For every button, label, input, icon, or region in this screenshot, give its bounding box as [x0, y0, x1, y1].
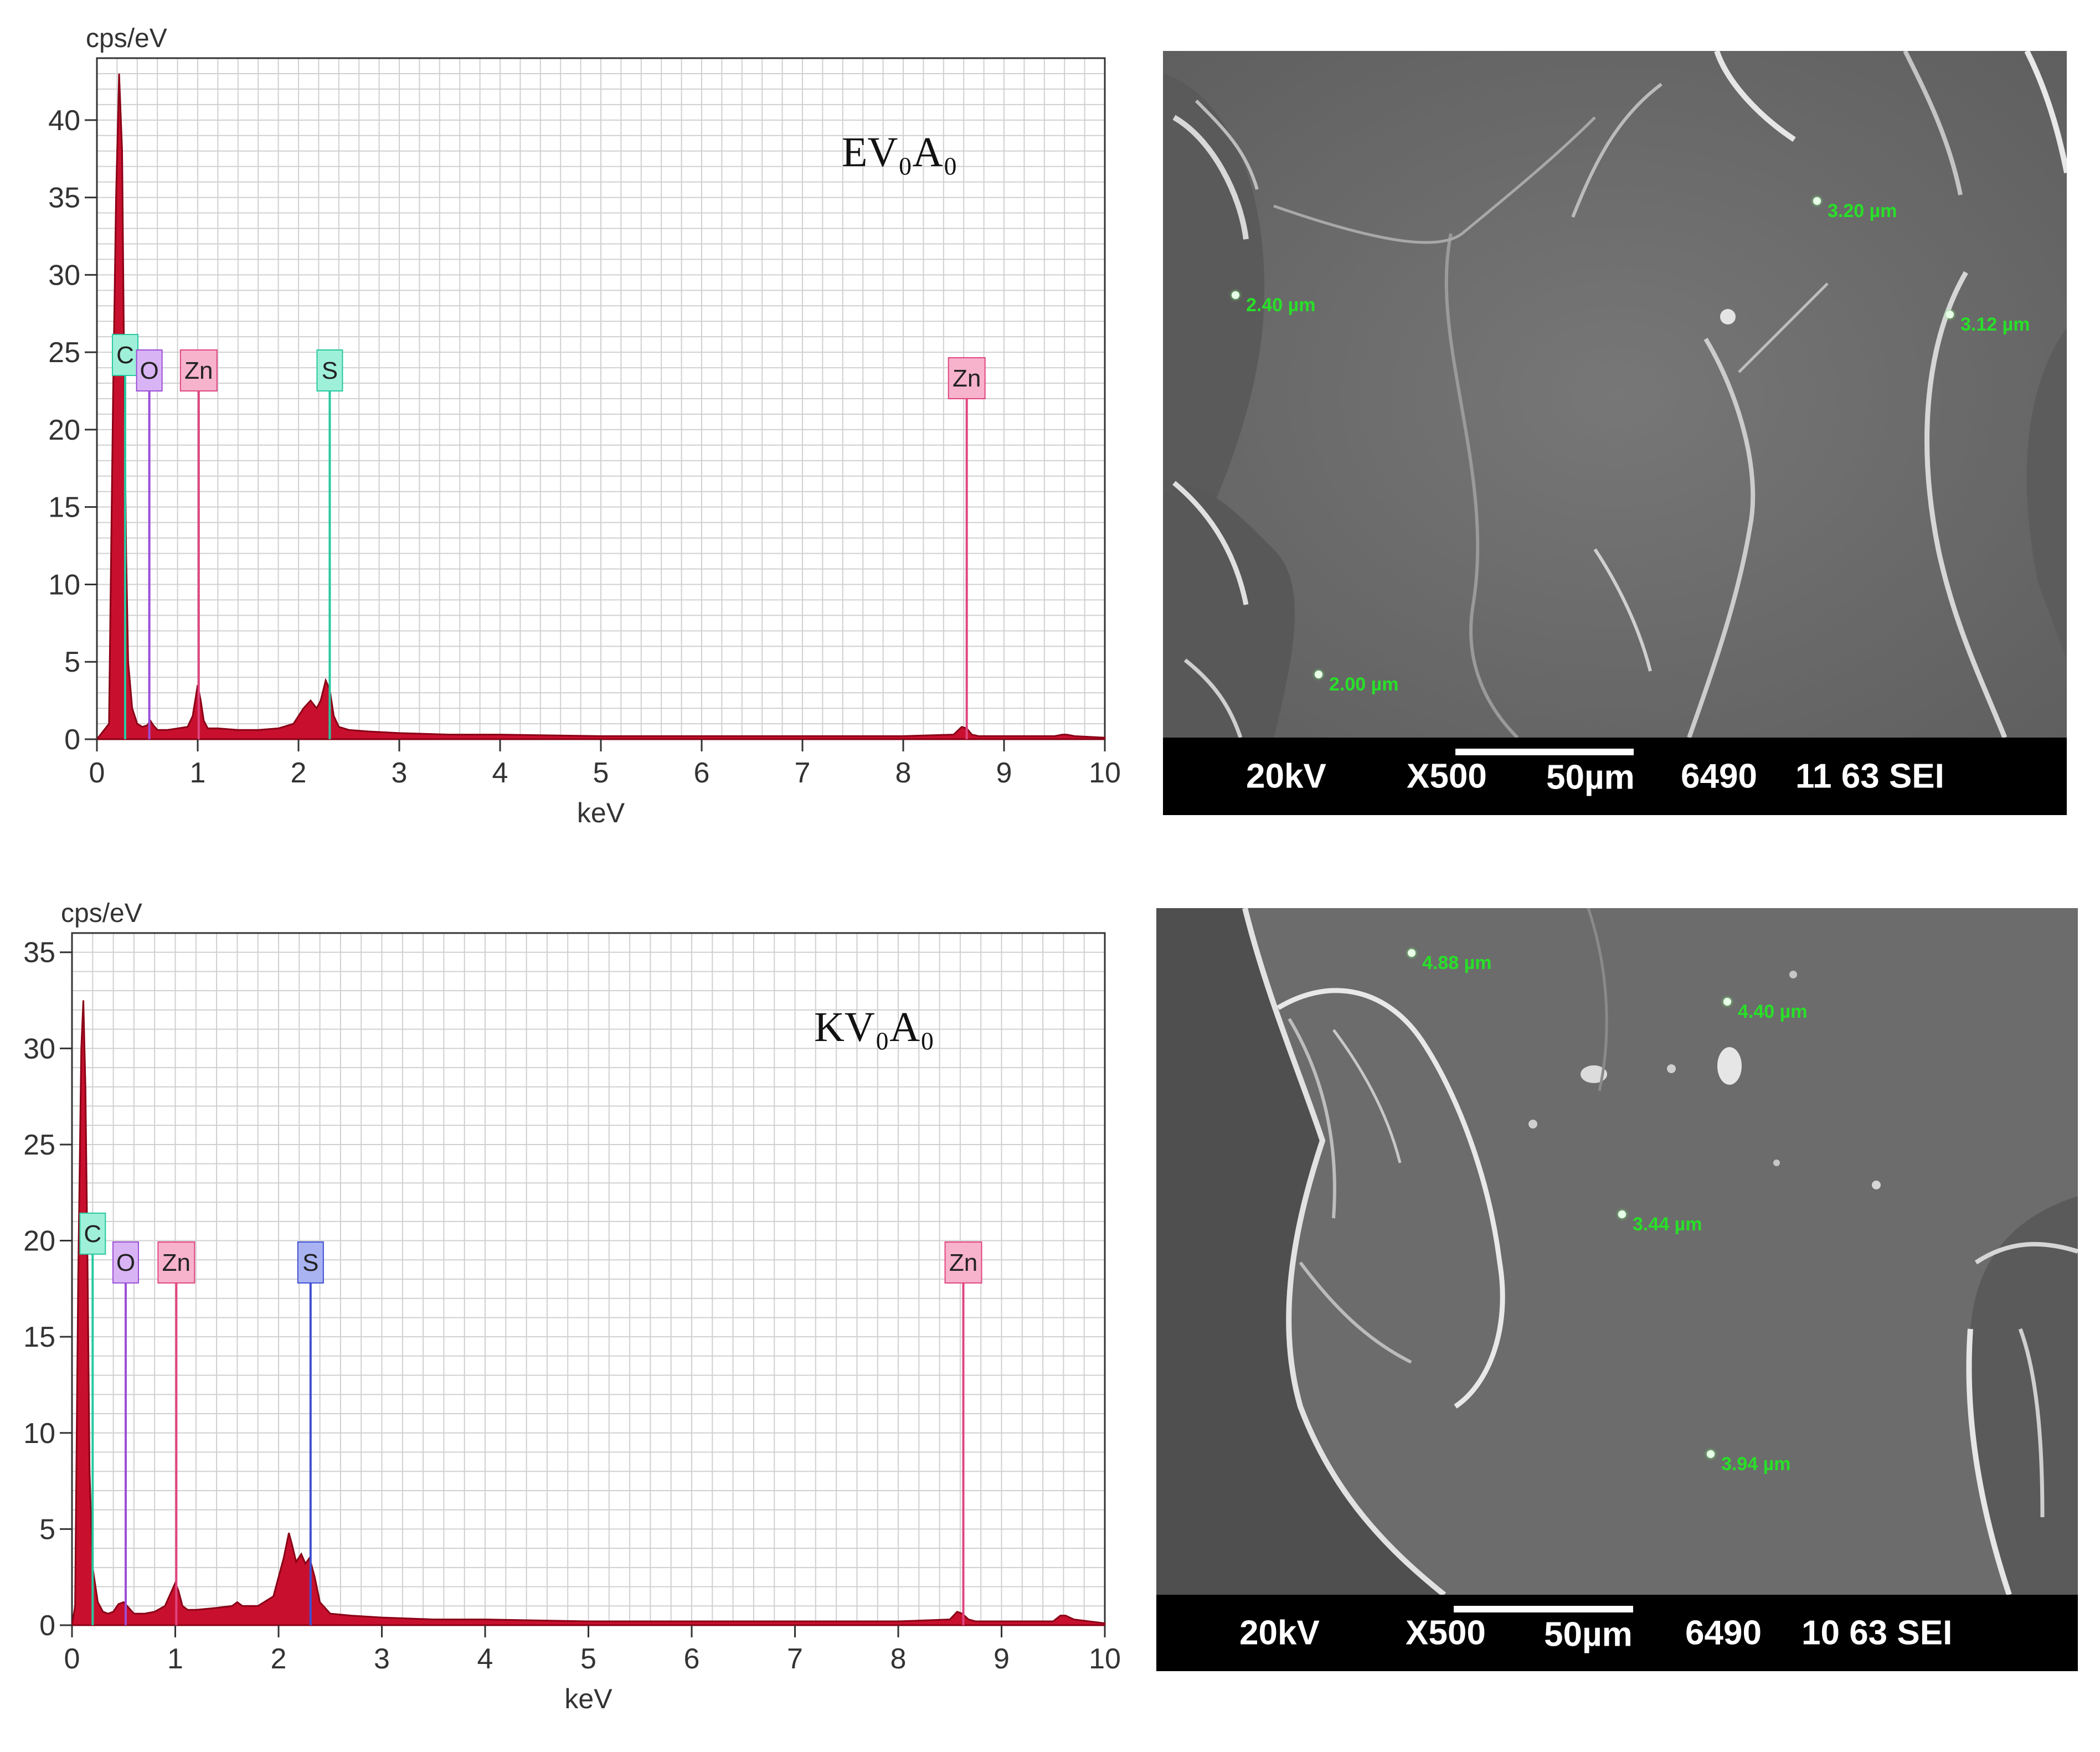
spectrum-area [71, 1000, 1106, 1626]
image-number: 6490 [1681, 757, 1757, 796]
element-marker-box [111, 334, 138, 377]
measurement-label: 3.44 µm [1618, 1210, 1702, 1235]
eds-chart-ev0a0: C O Zn S Zn 0 1 2 3 4 5 6 7 8 9 10 0 5 10 15 20 25 30 35 40 keV cp… [0, 0, 1130, 853]
sem-image-top: 3.20 µm 2.40 µm 3.12 µm 2.00 µm 20kV X50… [1163, 51, 2067, 815]
x-tick-label: 0 [89, 757, 105, 789]
x-tick-label: 6 [694, 757, 710, 789]
measurement-label: 3.20 µm [1813, 197, 1897, 221]
y-tick-label: 20 [48, 414, 80, 446]
element-marker-label: O [116, 1249, 135, 1276]
y-tick-label: 0 [64, 724, 80, 756]
y-tick-label: 25 [23, 1129, 55, 1161]
element-marker-box [157, 1241, 195, 1284]
sem-image-bottom: 4.88 µm 4.40 µm 3.44 µm 3.94 µm 20kV X50… [1156, 908, 2078, 1671]
element-marker-label: C [116, 342, 134, 369]
y-tick-label: 0 [39, 1610, 55, 1642]
x-tick-label: 7 [795, 757, 811, 789]
x-tick-label: 3 [392, 757, 408, 789]
spectrum-area [95, 73, 1106, 740]
x-tick-label: 8 [895, 757, 912, 789]
y-tick-label: 35 [48, 182, 80, 214]
y-tick-label: 10 [48, 569, 80, 601]
element-marker-box [136, 349, 163, 392]
eds-chart-kv0a0-svg: CO Zn S Zn 0 1 2 3 4 5 6 7 8 9 10 0 5 10 15 20 25 30 35 keV cps/… [23, 899, 1121, 1714]
x-tick-label: 9 [994, 1643, 1010, 1675]
x-tick-label: 10 [1089, 1643, 1121, 1675]
sem-info-bar: 20kV X500 50µm 6490 10 63 SEI [1156, 1595, 2078, 1671]
x-tick-label: 9 [996, 757, 1012, 789]
y-tick-label: 10 [23, 1418, 55, 1450]
scale-bar [1455, 749, 1634, 755]
measurement-label: 3.12 µm [1945, 311, 2030, 335]
element-marker-label: C [84, 1220, 101, 1248]
y-tick-label: 30 [23, 1033, 55, 1065]
y-tick-label: 15 [23, 1321, 55, 1353]
y-tick-label: 40 [48, 105, 80, 137]
x-tick-label: 8 [891, 1643, 907, 1675]
x-tick-label: 1 [167, 1643, 183, 1675]
element-marker-label: O [140, 357, 159, 384]
magnification-label: X500 [1406, 1614, 1486, 1652]
sem-info-bar: 20kV X500 50µm 6490 11 63 SEI [1163, 738, 2067, 815]
sem-texture-bottom [1156, 908, 2078, 1595]
element-marker-box [316, 349, 343, 392]
element-marker-box [179, 349, 218, 392]
element-marker-label: Zn [184, 357, 213, 384]
element-marker-box [112, 1241, 139, 1284]
scale-bar [1454, 1606, 1633, 1612]
voltage-label: 20kV [1246, 757, 1326, 796]
y-tick-label: 5 [64, 646, 80, 678]
element-marker-box [944, 1241, 982, 1284]
y-tick-label: 20 [23, 1225, 55, 1258]
y-tick-label: 25 [48, 337, 80, 369]
x-tick-label: 4 [477, 1643, 493, 1675]
x-tick-label: 10 [1089, 757, 1121, 789]
x-tick-label: 2 [271, 1643, 287, 1675]
sem-texture-top [1163, 51, 2067, 738]
measurement-label: 4.88 µm [1407, 949, 1492, 973]
x-tick-label: 0 [64, 1643, 80, 1675]
measurement-label: 2.00 µm [1314, 671, 1399, 695]
element-marker-label: Zn [953, 365, 981, 392]
element-marker-box [948, 357, 986, 399]
sample-annotation: KV₀A₀ [814, 1004, 935, 1050]
x-axis-label: keV [564, 1683, 612, 1714]
scale-label: 50µm [1544, 1615, 1633, 1654]
x-tick-label: 1 [190, 757, 206, 789]
element-marker-box [297, 1241, 324, 1284]
image-id: 10 63 SEI [1802, 1614, 1953, 1652]
y-axis-label: cps/eV [61, 899, 142, 928]
y-tick-label: 30 [48, 259, 80, 291]
eds-chart-ev0a0-svg: CO Zn S Zn 0 1 2 3 4 5 6 7 8 9 10 0 5 10 15 20 25 30 35 40 keV cp… [48, 24, 1121, 828]
measurement-label: 4.40 µm [1723, 998, 1808, 1022]
y-tick-label: 15 [48, 492, 80, 524]
element-marker-label: S [302, 1249, 318, 1276]
measurement-label: 2.40 µm [1231, 291, 1316, 316]
y-tick-label: 35 [23, 937, 55, 969]
x-axis-label: keV [577, 797, 625, 828]
scale-label: 50µm [1546, 758, 1635, 797]
x-tick-label: 7 [787, 1643, 803, 1675]
element-marker-label: Zn [162, 1249, 191, 1276]
magnification-label: X500 [1407, 757, 1487, 796]
element-marker-box [79, 1212, 106, 1255]
image-id: 11 63 SEI [1795, 757, 1944, 796]
x-tick-label: 5 [593, 757, 609, 789]
voltage-label: 20kV [1239, 1614, 1320, 1652]
y-axis-label: cps/eV [86, 24, 167, 53]
x-tick-label: 2 [291, 757, 307, 789]
x-tick-label: 5 [580, 1643, 596, 1675]
x-tick-label: 4 [492, 757, 508, 789]
element-marker-label: Zn [949, 1249, 977, 1276]
x-tick-label: 3 [374, 1643, 390, 1675]
y-tick-label: 5 [39, 1513, 55, 1545]
eds-chart-kv0a0: C O Zn S Zn 0 1 2 3 4 5 6 7 8 9 10 0 5 10 15 20 25 30 35 keV cps/… [0, 875, 1130, 1739]
sample-annotation: EV₀A₀ [842, 129, 958, 176]
x-tick-label: 6 [684, 1643, 700, 1675]
image-number: 6490 [1685, 1614, 1762, 1652]
element-marker-label: S [322, 357, 338, 384]
measurement-label: 3.94 µm [1706, 1450, 1791, 1475]
